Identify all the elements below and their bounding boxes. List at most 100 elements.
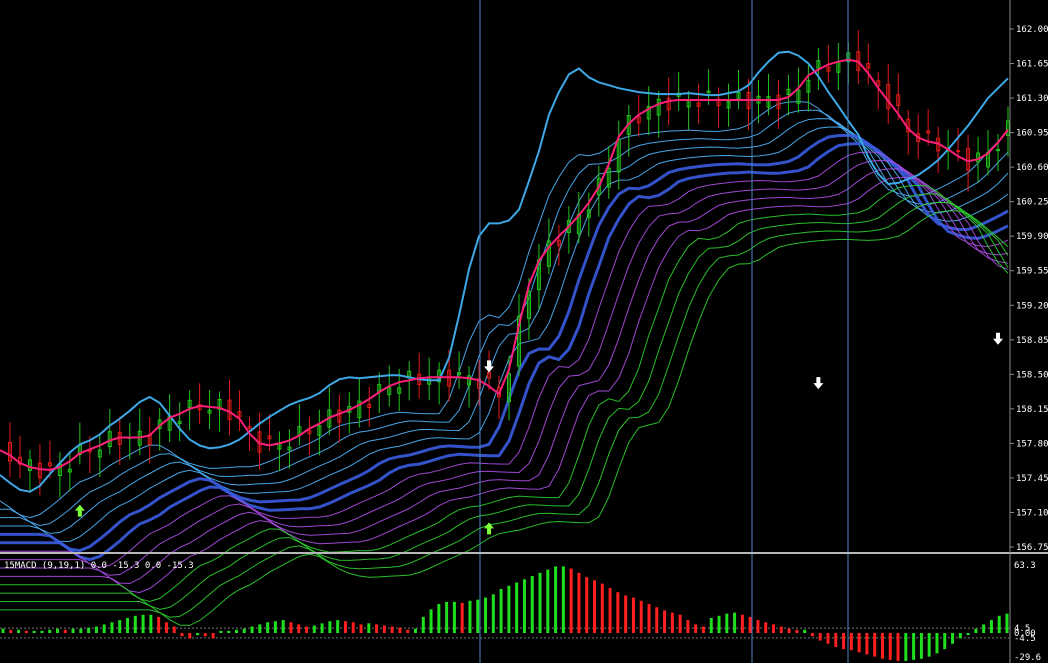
- price-axis: 162.00 161.65 161.30 160.95 160.60 160.25 159.…: [1010, 25, 1048, 553]
- ribbon-line: [0, 133, 1009, 553]
- candle-body: [227, 399, 232, 421]
- candle-body: [506, 373, 511, 403]
- candle-body: [47, 462, 52, 467]
- price-tick-label: 158.85: [1016, 336, 1048, 346]
- price-tick-label: 158.50: [1016, 370, 1048, 380]
- sell-arrow-icon: [993, 332, 1004, 345]
- candle-body: [397, 387, 402, 394]
- candle-body: [606, 167, 611, 188]
- ribbon-line: [0, 118, 1009, 534]
- candle-body: [866, 62, 871, 69]
- candle-body: [237, 411, 242, 418]
- candle-body: [467, 375, 472, 386]
- candle-body: [67, 468, 72, 473]
- macd-panel: [0, 566, 1010, 661]
- candle-body: [387, 387, 392, 396]
- candle-body: [996, 148, 1001, 152]
- ribbon-line: [0, 176, 1009, 594]
- ribbon-line: [0, 210, 1009, 626]
- macd-scale-label: -29.6: [1014, 653, 1041, 663]
- candle-body: [177, 420, 182, 424]
- candle-body: [27, 459, 32, 471]
- candle-body: [586, 209, 591, 218]
- candle-body: [287, 446, 292, 451]
- ribbon-line: [0, 151, 1009, 568]
- candle-body: [796, 89, 801, 104]
- candle-body: [886, 83, 891, 110]
- ribbon-line: [0, 109, 1009, 527]
- candle-body: [956, 150, 961, 153]
- candle-body: [966, 147, 971, 171]
- candle-body: [696, 102, 701, 107]
- price-tick-label: 156.75: [1016, 543, 1048, 553]
- price-tick-label: 160.25: [1016, 198, 1048, 208]
- ribbon-line: [0, 101, 1009, 519]
- candle-body: [806, 80, 811, 93]
- ribbon-line: [0, 184, 1009, 603]
- slow-ma-line: [0, 50, 1009, 493]
- candle-body: [776, 94, 781, 109]
- ribbon-line: [0, 159, 1009, 576]
- candle-body: [546, 240, 551, 267]
- candle-body: [876, 80, 881, 87]
- ribbon-line: [0, 168, 1009, 585]
- candle-body: [367, 403, 372, 409]
- signal-arrows: [74, 332, 1004, 535]
- ribbon-line: [0, 126, 1009, 543]
- candle-body: [786, 88, 791, 95]
- candle-body: [457, 372, 462, 376]
- candle-body: [317, 425, 322, 436]
- candle-body: [646, 106, 651, 120]
- price-tick-label: 161.65: [1016, 60, 1048, 70]
- candle-body: [267, 435, 272, 440]
- price-tick-label: 160.95: [1016, 129, 1048, 139]
- price-tick-label: 159.20: [1016, 301, 1048, 311]
- sell-arrow-icon: [813, 377, 824, 390]
- sell-arrow-icon: [484, 360, 495, 373]
- session-separators: [479, 0, 849, 663]
- ribbon-line: [0, 201, 1009, 618]
- fast-ma-line: [0, 58, 1009, 472]
- price-panel: [0, 30, 1010, 626]
- macd-axis: 63.3 4.50.00-4.5 -29.6: [1014, 561, 1041, 663]
- price-tick-label: 157.80: [1016, 439, 1048, 449]
- macd-scale-label: -4.5: [1014, 634, 1036, 644]
- moving-averages: [0, 50, 1009, 493]
- candle-body: [706, 90, 711, 93]
- price-tick-label: 158.15: [1016, 405, 1048, 415]
- candle-body: [666, 97, 671, 111]
- candle-body: [596, 177, 601, 196]
- candle-body: [487, 371, 492, 379]
- candle-body: [556, 240, 561, 246]
- price-tick-label: 160.60: [1016, 163, 1048, 173]
- candle-body: [826, 66, 831, 72]
- candle-body: [307, 429, 312, 435]
- ribbon-line: [0, 193, 1009, 610]
- candle-body: [217, 398, 222, 410]
- candle-body: [896, 94, 901, 106]
- candle-body: [656, 98, 661, 116]
- candle-body: [616, 139, 621, 173]
- price-tick-label: 159.55: [1016, 267, 1048, 277]
- price-tick-label: 157.10: [1016, 508, 1048, 518]
- candle-body: [816, 60, 821, 69]
- candle-body: [477, 378, 482, 389]
- candle-body: [516, 315, 521, 367]
- buy-arrow-icon: [484, 522, 495, 535]
- price-tick-label: 159.90: [1016, 232, 1048, 242]
- macd-scale-label: 63.3: [1014, 561, 1036, 571]
- candle-body: [636, 115, 641, 124]
- candle-body: [187, 399, 192, 409]
- macd-histogram: [0, 566, 1010, 661]
- candle-body: [736, 91, 741, 100]
- candle-body: [337, 409, 342, 423]
- candle-body: [766, 96, 771, 108]
- buy-arrow-icon: [74, 504, 85, 517]
- candle-body: [357, 400, 362, 419]
- macd-scale-label: 4.5: [1014, 624, 1030, 634]
- candle-body: [926, 130, 931, 134]
- ribbon-line: [0, 141, 1009, 562]
- candle-body: [97, 449, 102, 458]
- price-tick-label: 162.00: [1016, 25, 1048, 35]
